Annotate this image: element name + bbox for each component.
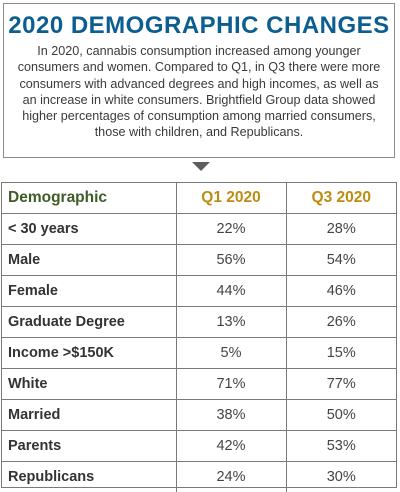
q3-value: 26% xyxy=(286,307,396,338)
table-header-row: Demographic Q1 2020 Q3 2020 xyxy=(2,183,396,214)
column-header-q1: Q1 2020 xyxy=(176,183,286,214)
row-label: < 30 years xyxy=(2,214,176,245)
row-label: Republicans xyxy=(2,462,176,492)
q3-value: 28% xyxy=(286,214,396,245)
column-header-q3: Q3 2020 xyxy=(286,183,396,214)
summary-text: In 2020, cannabis consumption increased … xyxy=(16,43,382,141)
summary-callout: 2020 DEMOGRAPHIC CHANGES In 2020, cannab… xyxy=(3,3,395,158)
q1-value: 56% xyxy=(176,245,286,276)
row-label: Income >$150K xyxy=(2,338,176,369)
page-title: 2020 DEMOGRAPHIC CHANGES xyxy=(4,13,394,39)
column-header-demographic: Demographic xyxy=(2,183,176,214)
q1-value: 5% xyxy=(176,338,286,369)
q3-value: 54% xyxy=(286,245,396,276)
row-label: White xyxy=(2,369,176,400)
q3-value: 15% xyxy=(286,338,396,369)
q3-value: 30% xyxy=(286,462,396,492)
q1-value: 13% xyxy=(176,307,286,338)
row-label: Married xyxy=(2,400,176,431)
q1-value: 38% xyxy=(176,400,286,431)
q1-value: 22% xyxy=(176,214,286,245)
q1-value: 42% xyxy=(176,431,286,462)
q3-value: 50% xyxy=(286,400,396,431)
q3-value: 77% xyxy=(286,369,396,400)
row-label: Male xyxy=(2,245,176,276)
callout-pointer xyxy=(192,162,210,171)
q3-value: 53% xyxy=(286,431,396,462)
row-label: Female xyxy=(2,276,176,307)
q3-value: 46% xyxy=(286,276,396,307)
q1-value: 24% xyxy=(176,462,286,492)
q1-value: 44% xyxy=(176,276,286,307)
row-label: Graduate Degree xyxy=(2,307,176,338)
q1-value: 71% xyxy=(176,369,286,400)
row-label: Parents xyxy=(2,431,176,462)
